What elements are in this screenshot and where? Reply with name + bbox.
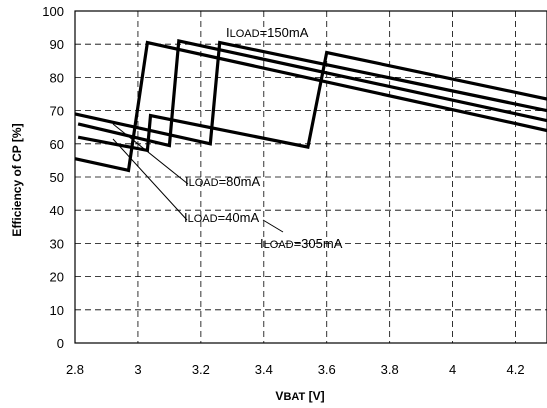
y-tick-label: 80 (50, 70, 64, 85)
series-line (77, 38, 547, 148)
y-tick-label: 70 (50, 104, 64, 119)
y-tick-label: 20 (50, 270, 64, 285)
annotation-leader (262, 219, 284, 233)
x-tick-label: 2.8 (66, 362, 84, 377)
x-tick-label: 4.2 (506, 362, 524, 377)
y-tick-label: 100 (42, 4, 64, 19)
annotation-label: ILOAD=40mA (184, 210, 259, 225)
x-tick-label: 3.6 (318, 362, 336, 377)
series-line (77, 50, 547, 153)
x-axis-title-main: V (275, 389, 283, 403)
y-tick-label: 40 (50, 203, 64, 218)
x-tick-label: 4 (449, 362, 456, 377)
series-line (74, 40, 547, 146)
grid (75, 11, 547, 343)
y-tick-label: 60 (50, 137, 64, 152)
x-tick-label: 3.4 (255, 362, 273, 377)
plot-frame (74, 10, 547, 344)
series-line (74, 40, 547, 173)
y-tick-label: 30 (50, 236, 64, 251)
x-tick-label: 3.8 (381, 362, 399, 377)
y-tick-label: 10 (50, 303, 64, 318)
y-axis-title: Efficiency of CP [%] (10, 123, 24, 236)
y-tick-label: 50 (50, 170, 64, 185)
annotation-leader (112, 138, 188, 221)
x-axis-title-unit: [V] (305, 389, 324, 403)
x-axis-title-sub: BAT (283, 391, 305, 403)
y-tick-label: 90 (50, 37, 64, 52)
annotation-label: ILOAD=150mA (226, 25, 309, 40)
annotation-leader (112, 123, 189, 185)
annotation-label: ILOAD=305mA (260, 236, 343, 251)
y-tick-label: 0 (57, 336, 64, 351)
x-axis-title: VBAT [V] (275, 389, 324, 403)
tick-labels: 0 10 20 30 40 50 60 70 80 90 100 2.8 3 3.2 3.4 3.6 3.8 4 4… (42, 4, 524, 377)
x-tick-label: 3 (134, 362, 141, 377)
annotation-label: ILOAD=80mA (185, 174, 260, 189)
x-tick-label: 3.2 (192, 362, 210, 377)
annotations: ILOAD=150mA ILOAD=305mA ILOAD=80mA ILOAD=40… (112, 25, 343, 251)
series-lines (74, 38, 547, 173)
